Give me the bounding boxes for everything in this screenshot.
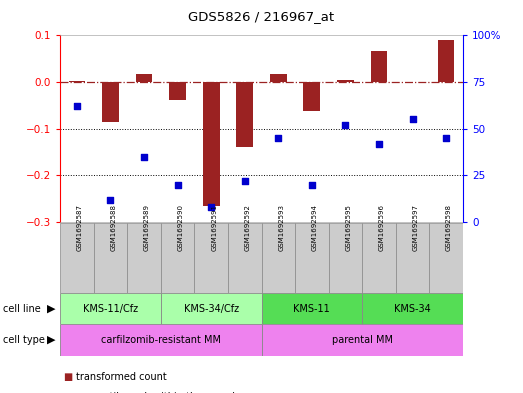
Point	[207, 204, 215, 210]
Text: cell type: cell type	[3, 335, 44, 345]
Bar	[236, 82, 253, 147]
Text: GSM1692591: GSM1692591	[211, 204, 217, 251]
Point	[274, 135, 282, 141]
Bar	[337, 80, 354, 82]
Text: ▶: ▶	[47, 303, 55, 314]
Text: ■: ■	[63, 392, 72, 393]
Point	[241, 178, 249, 184]
Bar	[362, 223, 396, 293]
Text: GSM1692588: GSM1692588	[110, 204, 117, 251]
Bar	[228, 223, 262, 293]
Point	[106, 196, 115, 203]
Text: GSM1692593: GSM1692593	[278, 204, 285, 251]
Text: parental MM: parental MM	[332, 335, 393, 345]
Bar	[127, 223, 161, 293]
Text: carfilzomib-resistant MM: carfilzomib-resistant MM	[101, 335, 221, 345]
Text: GDS5826 / 216967_at: GDS5826 / 216967_at	[188, 10, 335, 23]
Bar	[362, 293, 463, 324]
Point	[341, 122, 349, 128]
Point	[375, 140, 383, 147]
Bar	[69, 81, 85, 82]
Bar	[262, 223, 295, 293]
Bar	[60, 223, 94, 293]
Bar	[102, 82, 119, 122]
Bar	[60, 324, 262, 356]
Text: GSM1692589: GSM1692589	[144, 204, 150, 251]
Text: GSM1692598: GSM1692598	[446, 204, 452, 251]
Text: KMS-34: KMS-34	[394, 303, 431, 314]
Text: GSM1692595: GSM1692595	[345, 204, 351, 251]
Bar	[371, 51, 388, 82]
Bar	[135, 73, 152, 82]
Point	[308, 182, 316, 188]
Text: KMS-11: KMS-11	[293, 303, 330, 314]
Point	[442, 135, 450, 141]
Point	[408, 116, 417, 123]
Bar	[60, 293, 161, 324]
Bar	[438, 40, 454, 82]
Bar	[396, 223, 429, 293]
Bar	[303, 82, 320, 111]
Text: GSM1692592: GSM1692592	[245, 204, 251, 251]
Bar	[328, 223, 362, 293]
Text: percentile rank within the sample: percentile rank within the sample	[76, 392, 241, 393]
Text: ■: ■	[63, 372, 72, 382]
Text: GSM1692596: GSM1692596	[379, 204, 385, 251]
Bar	[161, 293, 262, 324]
Text: GSM1692590: GSM1692590	[178, 204, 184, 251]
Text: GSM1692594: GSM1692594	[312, 204, 318, 251]
Text: KMS-11/Cfz: KMS-11/Cfz	[83, 303, 138, 314]
Text: ▶: ▶	[47, 335, 55, 345]
Bar	[270, 73, 287, 82]
Bar	[262, 324, 463, 356]
Bar	[195, 223, 228, 293]
Bar	[161, 223, 195, 293]
Point	[174, 182, 182, 188]
Point	[73, 103, 81, 109]
Text: GSM1692587: GSM1692587	[77, 204, 83, 251]
Text: GSM1692597: GSM1692597	[413, 204, 418, 251]
Bar	[169, 82, 186, 100]
Bar	[262, 293, 362, 324]
Bar	[429, 223, 463, 293]
Bar	[94, 223, 127, 293]
Text: cell line: cell line	[3, 303, 40, 314]
Text: KMS-34/Cfz: KMS-34/Cfz	[184, 303, 238, 314]
Point	[140, 154, 148, 160]
Bar	[203, 82, 220, 206]
Text: transformed count: transformed count	[76, 372, 167, 382]
Bar	[295, 223, 328, 293]
